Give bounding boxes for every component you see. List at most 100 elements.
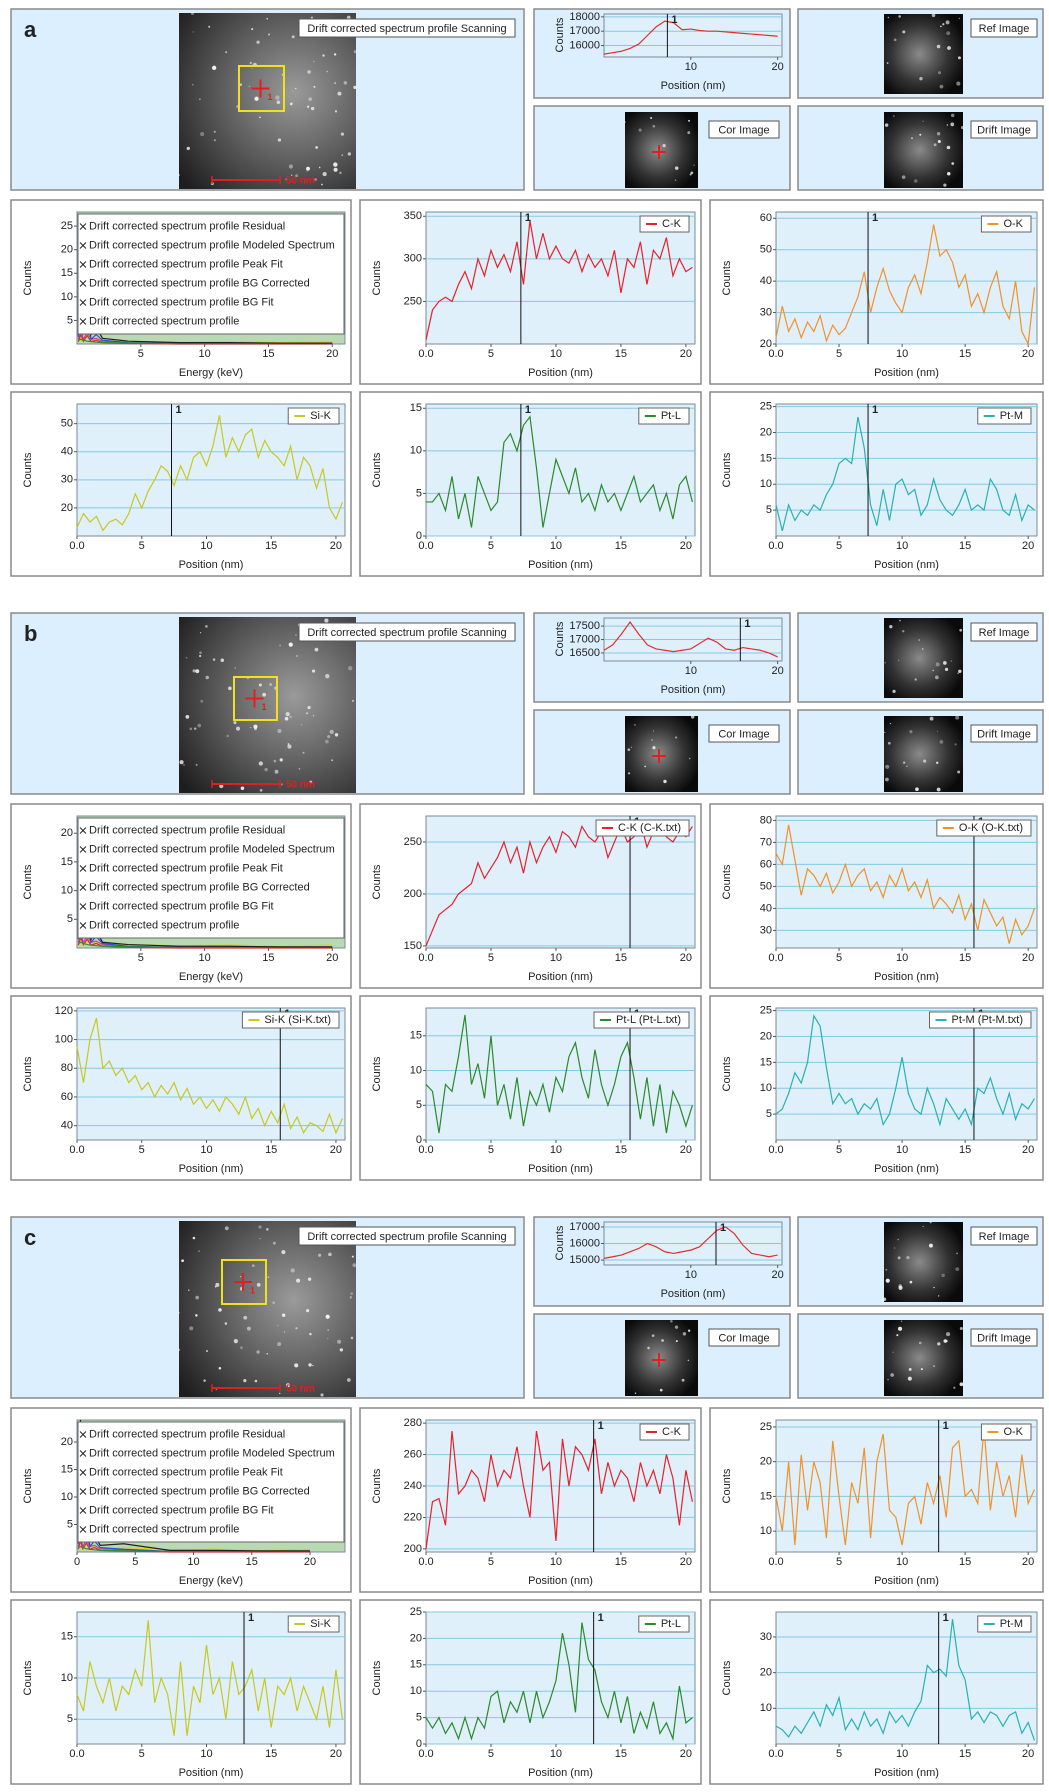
y-tick-label: 20 <box>61 1436 73 1448</box>
particle <box>212 66 216 70</box>
particle <box>290 102 293 105</box>
particle <box>898 660 900 662</box>
particle <box>219 1367 222 1370</box>
x-tick-label: 0.0 <box>768 348 783 360</box>
x-tick-label: 20 <box>680 1144 692 1156</box>
x-tick-label: 20 <box>1022 348 1034 360</box>
x-tick-label: 0.0 <box>418 348 433 360</box>
particle <box>200 700 203 703</box>
figure: a150 nmDrift corrected spectrum profile … <box>0 0 1049 1787</box>
particle <box>199 655 201 657</box>
y-tick-label: 10 <box>760 1525 772 1537</box>
x-tick-label: 5 <box>836 952 842 964</box>
particle <box>195 669 199 673</box>
x-tick-label: 15 <box>959 1556 971 1568</box>
y-tick-label: 100 <box>55 1033 73 1045</box>
x-axis-label: Energy (keV) <box>179 1575 243 1587</box>
x-tick-label: 15 <box>959 952 971 964</box>
particle <box>277 100 281 104</box>
x-tick-label: 0.0 <box>69 1144 84 1156</box>
particle <box>960 1382 964 1386</box>
particle <box>335 110 337 112</box>
x-tick-label: 10 <box>200 540 212 552</box>
particle <box>288 743 290 745</box>
micrograph <box>884 14 963 94</box>
y-tick-label: 30 <box>61 474 73 486</box>
x-tick-label: 20 <box>680 1748 692 1760</box>
x-axis-label: Position (nm) <box>528 1767 593 1779</box>
particle <box>688 1360 690 1362</box>
position-marker-label: 1 <box>525 404 531 416</box>
x-tick-label: 5 <box>139 1144 145 1156</box>
particle <box>921 1368 923 1370</box>
legend-label: Drift corrected spectrum profile Peak Fi… <box>89 258 283 270</box>
particle <box>961 126 964 129</box>
particle <box>652 1334 655 1337</box>
x-tick-label: 20 <box>330 540 342 552</box>
legend-label: Drift corrected spectrum profile BG Corr… <box>89 881 310 893</box>
y-tick-label: 80 <box>61 1062 73 1074</box>
particle <box>938 71 941 74</box>
particle <box>301 724 302 725</box>
particle <box>940 26 942 28</box>
particle <box>183 764 185 766</box>
particle <box>348 152 351 155</box>
particle <box>259 683 262 686</box>
particle <box>951 114 955 118</box>
legend-label: Drift corrected spectrum profile BG Fit <box>89 296 274 308</box>
x-tick-label: 5 <box>488 1556 494 1568</box>
y-tick-label: 40 <box>61 446 73 458</box>
particle <box>693 164 695 166</box>
particle <box>228 687 232 691</box>
particle <box>195 1314 198 1317</box>
particle <box>333 162 337 166</box>
legend-label: Pt-M <box>1000 1618 1023 1630</box>
y-axis-label: Counts <box>721 864 733 899</box>
drift-image-label: Drift Image <box>977 1332 1031 1344</box>
y-tick-label: 80 <box>760 814 772 826</box>
particle <box>897 1239 899 1241</box>
particle <box>289 643 293 647</box>
particle <box>946 31 950 35</box>
particle <box>306 712 308 714</box>
particle <box>339 172 341 174</box>
position-marker-label: 1 <box>943 1420 949 1432</box>
particle <box>937 45 941 49</box>
particle <box>308 1363 311 1366</box>
particle <box>234 667 235 668</box>
legend-label: Drift corrected spectrum profile BG Fit <box>89 1504 274 1516</box>
particle <box>208 26 210 28</box>
particle <box>918 639 920 641</box>
particle <box>670 1320 673 1323</box>
x-tick-label: 10 <box>896 1556 908 1568</box>
particle <box>898 1284 901 1287</box>
particle <box>955 1267 959 1271</box>
x-tick-label: 0.0 <box>418 540 433 552</box>
particle <box>682 1379 685 1382</box>
particle <box>193 1237 196 1240</box>
x-tick-label: 15 <box>615 1144 627 1156</box>
y-tick-label: 150 <box>404 940 422 952</box>
particle <box>190 728 193 731</box>
particle <box>206 1350 208 1352</box>
x-tick-label: 10 <box>896 1144 908 1156</box>
x-axis-label: Position (nm) <box>874 367 939 379</box>
particle <box>888 742 891 745</box>
x-axis-label: Energy (keV) <box>179 367 243 379</box>
particle <box>250 62 252 64</box>
micrograph <box>884 716 963 792</box>
particle <box>192 84 194 86</box>
x-axis-label: Position (nm) <box>874 1575 939 1587</box>
particle <box>937 788 941 792</box>
particle <box>294 1363 298 1367</box>
particle <box>289 716 292 719</box>
particle <box>306 1309 309 1312</box>
particle <box>909 730 912 733</box>
particle <box>295 1327 297 1329</box>
particle <box>313 86 315 88</box>
y-tick-label: 20 <box>760 1667 772 1679</box>
x-axis-label: Position (nm) <box>179 559 244 571</box>
x-tick-label: 15 <box>265 1748 277 1760</box>
particle <box>352 700 354 702</box>
y-tick-label: 350 <box>404 210 422 222</box>
